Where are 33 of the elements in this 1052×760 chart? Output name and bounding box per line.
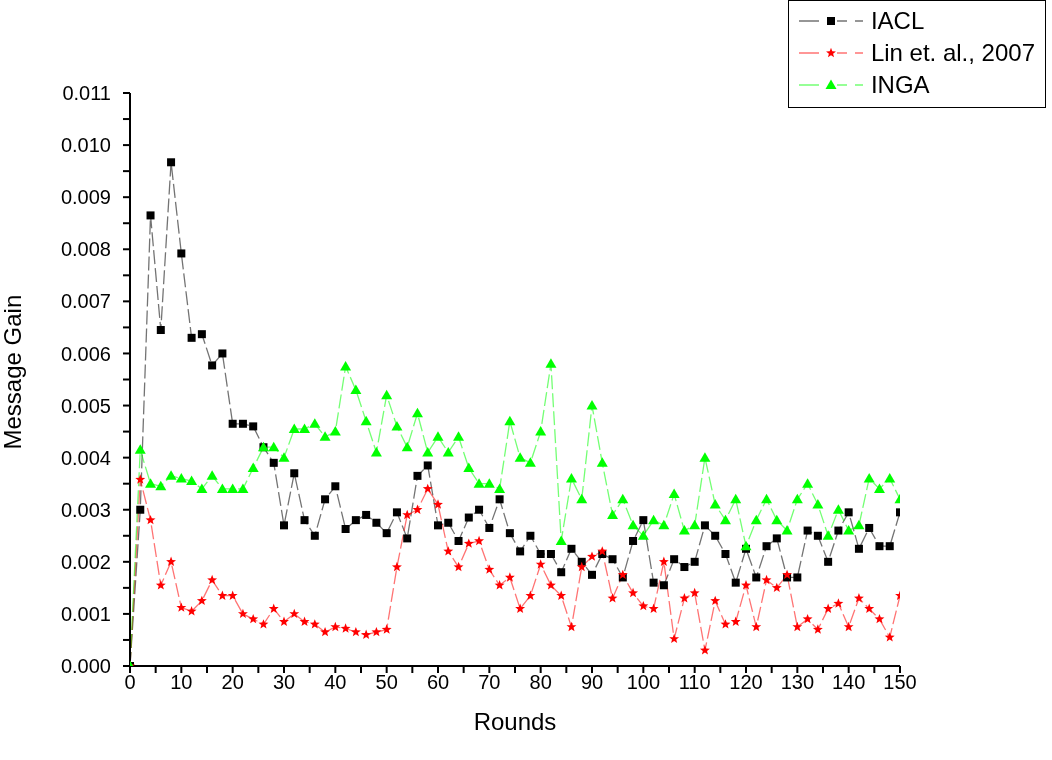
- x-tick-label: 140: [831, 671, 866, 694]
- x-tick-label: 0: [124, 671, 136, 694]
- x-tick-label: 80: [529, 671, 552, 694]
- legend-label: IACL: [870, 7, 925, 35]
- y-tick-label: 0.005: [60, 394, 111, 417]
- legend-label: INGA: [870, 71, 930, 99]
- x-axis-title: Rounds: [473, 708, 557, 735]
- y-tick-label: 0.002: [60, 550, 111, 573]
- y-tick-label: 0.010: [60, 134, 111, 157]
- y-tick-label: 0.001: [60, 603, 111, 626]
- y-tick-label: 0.007: [60, 290, 111, 313]
- x-tick-label: 130: [780, 671, 815, 694]
- x-tick-label: 10: [170, 671, 193, 694]
- y-tick-label: 0.008: [60, 238, 111, 261]
- y-tick-label: 0.011: [62, 82, 111, 105]
- x-tick-label: 30: [272, 671, 296, 694]
- y-tick-label: 0.003: [60, 498, 111, 521]
- x-tick-label: 110: [678, 671, 711, 694]
- y-tick-label: 0.004: [60, 446, 111, 469]
- y-tick-label: 0.006: [60, 342, 111, 365]
- y-tick-label: 0.009: [60, 186, 111, 209]
- x-tick-label: 50: [375, 671, 398, 694]
- y-tick-label: 0.000: [60, 655, 111, 678]
- x-tick-label: 20: [221, 671, 244, 694]
- x-tick-label: 60: [426, 671, 450, 694]
- x-tick-label: 120: [729, 671, 763, 694]
- x-tick-label: 70: [478, 671, 501, 694]
- x-tick-label: 90: [580, 671, 604, 694]
- y-axis-title: Message Gain: [0, 294, 26, 450]
- x-tick-label: 100: [626, 671, 661, 694]
- x-tick-label: 150: [883, 671, 917, 694]
- x-tick-label: 40: [324, 671, 347, 694]
- legend-label: Lin et. al., 2007: [870, 39, 1035, 67]
